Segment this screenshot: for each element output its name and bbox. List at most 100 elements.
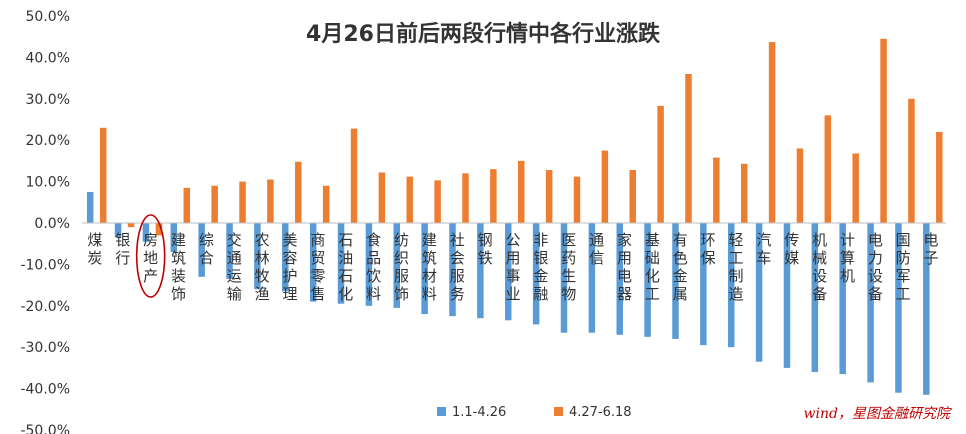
category-label: 房地产 — [143, 231, 158, 285]
bar-period1-1 — [114, 223, 122, 238]
bar-period1-12 — [421, 223, 428, 315]
category-label: 计算机 — [840, 231, 855, 285]
bar-period2-4 — [211, 185, 218, 223]
bars — [86, 38, 943, 395]
bar-period2-28 — [880, 38, 887, 223]
bar-period1-3 — [170, 223, 178, 252]
category-label: 纺织服饰 — [394, 231, 409, 303]
bar-period2-19 — [629, 170, 636, 223]
category-label: 煤炭 — [87, 231, 102, 267]
bar-period1-21 — [672, 223, 679, 339]
bar-period2-3 — [183, 187, 191, 223]
y-tick-label: -20.0% — [20, 299, 70, 315]
chart-title: 4月26日前后两段行情中各行业涨跌 — [306, 21, 661, 47]
y-tick-label: -10.0% — [20, 257, 70, 273]
bar-period2-10 — [378, 172, 386, 223]
category-label: 医药生物 — [561, 231, 576, 303]
bar-period2-11 — [406, 176, 414, 223]
category-labels: 煤炭银行房地产建筑装饰综合交通运输农林牧渔美容护理商贸零售石油石化食品饮料纺织服… — [87, 231, 938, 303]
category-label: 机械设备 — [812, 231, 827, 303]
y-tick-label: 10.0% — [26, 175, 70, 191]
bar-period1-25 — [783, 223, 791, 368]
bar-period2-7 — [295, 161, 302, 223]
bar-period2-30 — [936, 131, 943, 223]
bar-period1-0 — [86, 191, 94, 223]
bar-period2-16 — [545, 170, 553, 223]
bar-period2-29 — [908, 98, 915, 223]
bar-period1-6 — [254, 223, 261, 290]
bar-period1-4 — [198, 223, 205, 277]
bar-period2-0 — [99, 127, 107, 223]
bar-period1-17 — [560, 223, 568, 333]
category-label: 建筑材料 — [422, 231, 437, 303]
bar-period2-14 — [490, 169, 497, 223]
category-label: 钢铁 — [478, 231, 493, 267]
bar-period2-23 — [740, 163, 748, 223]
legend-swatch — [437, 407, 446, 416]
y-tick-label: -40.0% — [20, 382, 70, 398]
bar-period2-22 — [713, 157, 720, 223]
bar-period2-27 — [852, 153, 859, 223]
bar-period1-13 — [449, 223, 456, 317]
bar-period2-24 — [768, 42, 776, 223]
bar-period1-30 — [923, 223, 930, 395]
bar-period2-20 — [657, 105, 664, 223]
y-tick-label: 0.0% — [34, 216, 70, 232]
category-label: 美容护理 — [283, 231, 298, 303]
category-label: 轻工制造 — [728, 231, 743, 303]
category-label: 传媒 — [784, 231, 799, 267]
bar-period2-15 — [518, 160, 525, 223]
category-label: 公用事业 — [505, 231, 520, 303]
category-label: 电力设备 — [868, 231, 883, 303]
bar-period2-9 — [350, 128, 358, 223]
bar-period2-5 — [239, 181, 246, 223]
bar-period1-2 — [142, 223, 150, 242]
y-tick-label: 40.0% — [26, 50, 70, 66]
category-label: 商贸零售 — [310, 231, 325, 303]
bar-period1-19 — [616, 223, 623, 335]
bar-period1-8 — [309, 223, 317, 302]
bar-period1-22 — [700, 223, 707, 346]
bar-period2-18 — [601, 150, 609, 223]
bar-period1-15 — [505, 223, 512, 321]
legend-label: 1.1-4.26 — [452, 405, 506, 420]
bar-period1-29 — [895, 223, 902, 393]
bar-period1-16 — [532, 223, 540, 325]
category-label: 石油石化 — [338, 231, 353, 303]
bar-period1-11 — [393, 223, 401, 308]
category-label: 农林牧渔 — [255, 231, 270, 303]
bar-period1-24 — [755, 223, 763, 362]
bar-period2-25 — [796, 148, 804, 223]
y-tick-label: 30.0% — [26, 92, 70, 108]
bar-period1-14 — [477, 223, 484, 319]
legend: 1.1-4.26 4.27-6.18 — [437, 405, 632, 420]
category-label: 社会服务 — [450, 231, 465, 303]
category-label: 汽车 — [756, 231, 771, 267]
category-label: 国防军工 — [896, 231, 911, 303]
bar-period1-20 — [644, 223, 651, 337]
category-label: 基础化工 — [645, 231, 660, 303]
bar-period2-12 — [434, 180, 441, 223]
category-label: 家用电器 — [617, 231, 632, 303]
category-label: 电子 — [924, 231, 939, 267]
bar-period1-26 — [811, 223, 819, 373]
y-tick-label: 50.0% — [26, 9, 70, 25]
category-label: 有色金属 — [673, 231, 688, 303]
bar-period2-6 — [267, 179, 274, 223]
bar-period2-26 — [824, 115, 832, 223]
category-label: 环保 — [701, 231, 716, 267]
category-label: 建筑装饰 — [171, 231, 186, 303]
bar-period2-13 — [462, 173, 469, 223]
category-label: 交通运输 — [227, 231, 242, 303]
category-label: 银行 — [115, 231, 130, 267]
bar-period2-21 — [685, 73, 692, 224]
bar-period2-17 — [573, 176, 581, 223]
highlight-circle — [135, 214, 166, 298]
category-label: 非银金融 — [533, 231, 548, 303]
category-label: 食品饮料 — [366, 231, 381, 303]
bar-period1-10 — [365, 223, 373, 306]
y-axis: -50.0% -40.0% -30.0% -20.0% -10.0% 0.0% 10.0% 2… — [20, 9, 70, 434]
legend-label: 4.27-6.18 — [569, 405, 632, 420]
